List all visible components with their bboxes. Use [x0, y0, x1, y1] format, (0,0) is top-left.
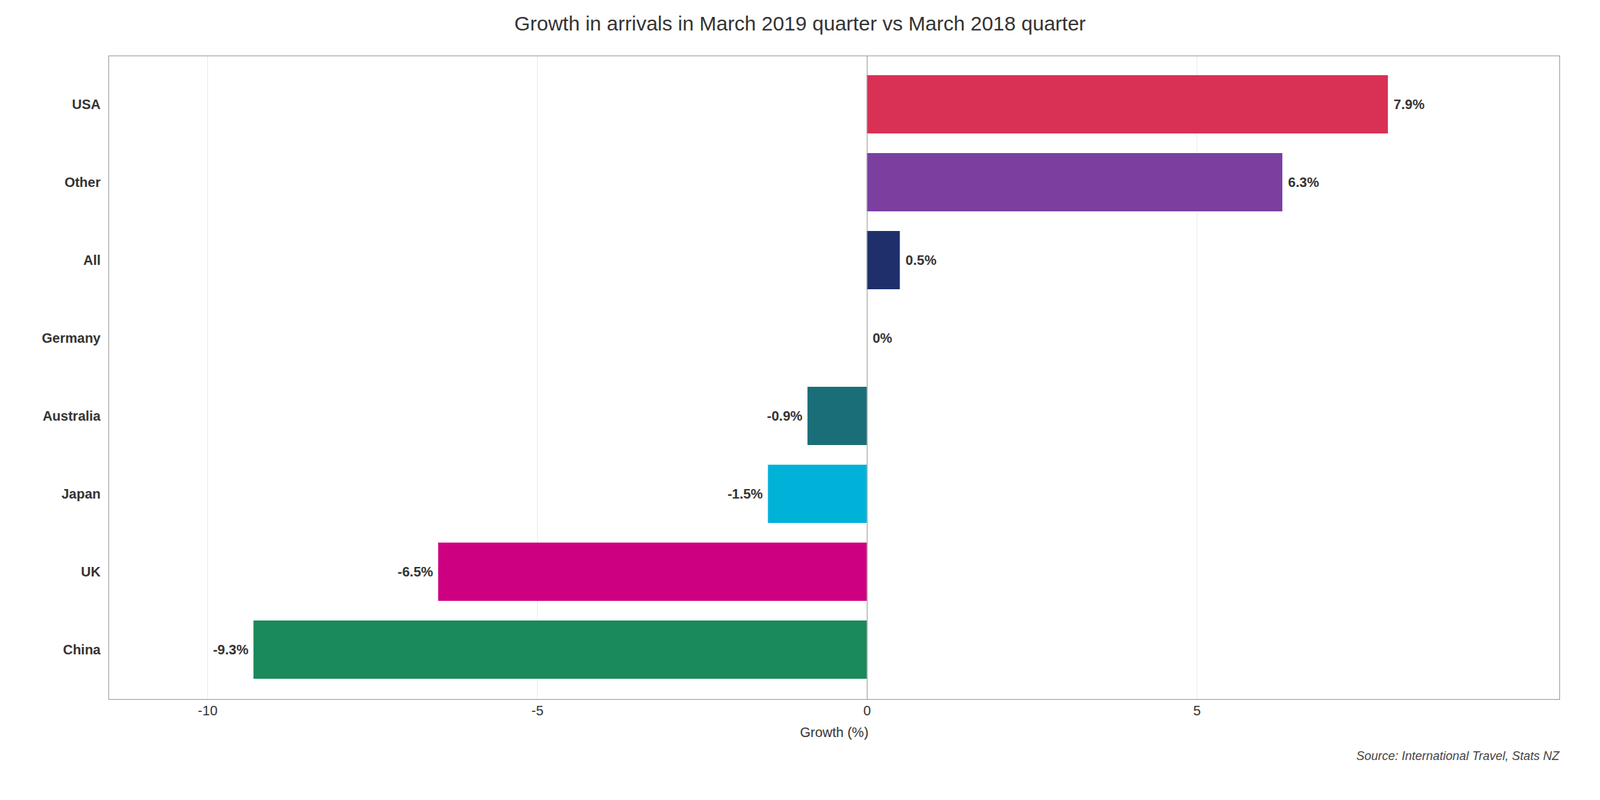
svg-text:-6.5%: -6.5%: [397, 564, 433, 580]
svg-text:Japan: Japan: [61, 486, 101, 502]
svg-text:-10: -10: [197, 703, 218, 719]
html-text:Growth in arrivals in March 20: Growth in arrivals in March 2019 quarter…: [514, 12, 1086, 35]
svg-text:-0.9%: -0.9%: [766, 408, 803, 424]
html-text:Source: International Travel,: Source: International Travel, Stats NZ: [1356, 749, 1560, 763]
svg-text:6.3%: 6.3%: [1288, 174, 1320, 190]
svg-text:UK: UK: [81, 564, 101, 580]
svg-text:-1.5%: -1.5%: [727, 486, 763, 502]
svg-text:-9.3%: -9.3%: [212, 642, 248, 658]
svg-text:China: China: [62, 642, 101, 658]
svg-text:Australia: Australia: [42, 408, 101, 424]
svg-text:Other: Other: [64, 174, 101, 190]
svg-text:Growth (%): Growth (%): [800, 724, 869, 740]
svg-text:Germany: Germany: [41, 330, 102, 346]
svg-text:USA: USA: [71, 96, 101, 112]
svg-text:0.5%: 0.5%: [905, 252, 937, 268]
svg-text:-5: -5: [531, 703, 544, 719]
svg-text:0: 0: [863, 703, 872, 719]
svg-text:All: All: [83, 252, 101, 268]
svg-text:5: 5: [1192, 703, 1201, 719]
svg-text:7.9%: 7.9%: [1393, 96, 1425, 112]
svg-text:0%: 0%: [872, 330, 893, 346]
